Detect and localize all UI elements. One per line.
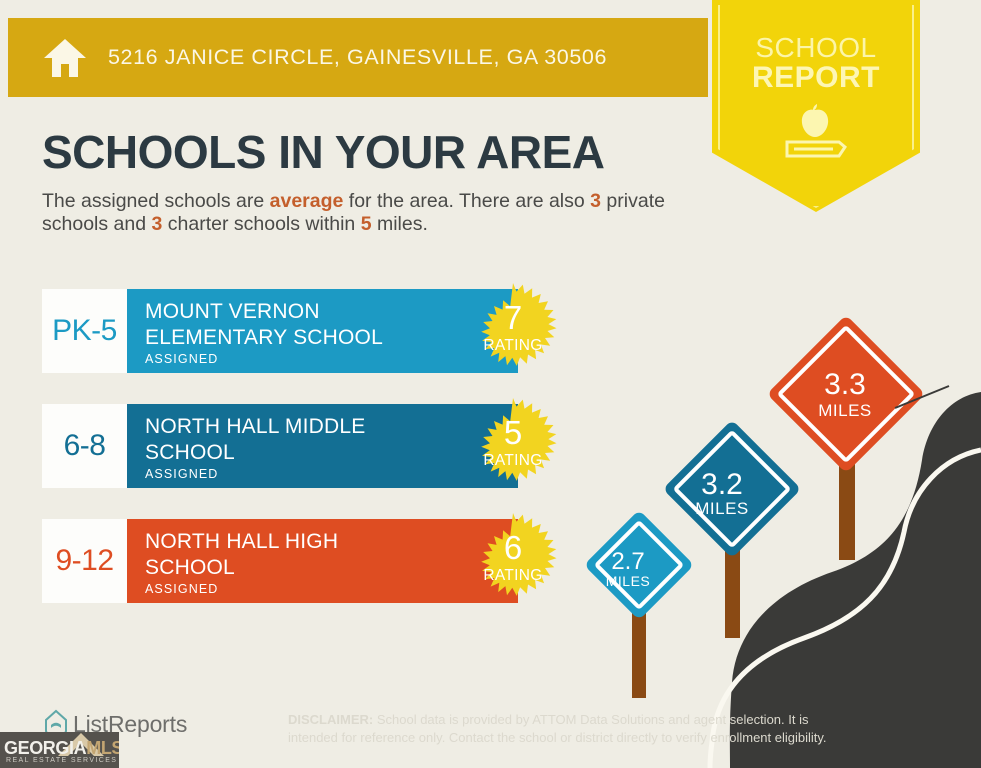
desc-highlight-radius: 5	[360, 213, 372, 235]
school-status-label: ASSIGNED	[145, 581, 219, 596]
desc-part-3: private schools and	[42, 190, 665, 235]
page-title: SCHOOLS IN YOUR AREA	[42, 126, 605, 178]
sign-distance-value: 2.7	[611, 548, 645, 575]
disclaimer-text: DISCLAIMER: School data is provided by A…	[288, 711, 848, 748]
grade-range-label: 6-8	[63, 429, 106, 462]
sign-post	[632, 600, 646, 698]
sign-distance-unit: MILES	[695, 499, 749, 518]
georgia-mls-watermark: GEORGIAMLS REAL ESTATE SERVICES	[0, 732, 119, 768]
school-name: NORTH HALL MIDDLE SCHOOL	[145, 415, 366, 464]
sign-distance-value: 3.2	[701, 468, 743, 501]
grade-range-label: PK-5	[52, 314, 117, 347]
grade-range-box: 9-12	[42, 519, 127, 603]
roof-chevron-icon	[58, 733, 104, 756]
road-illustration: 3.3 MILES 3.2 MILES 2.7 MILES	[560, 300, 981, 768]
grade-range-box: PK-5	[42, 289, 127, 373]
property-address: 5216 JANICE CIRCLE, GAINESVILLE, GA 3050…	[108, 45, 608, 69]
starburst-shape	[481, 513, 557, 596]
school-status-label: ASSIGNED	[145, 466, 219, 481]
rating-caption: RATING	[483, 337, 543, 354]
starburst-shape	[481, 283, 557, 366]
rating-value: 5	[503, 414, 523, 451]
rating-value: 7	[503, 299, 523, 336]
school-info-bar: NORTH HALL MIDDLE SCHOOL ASSIGNED	[127, 404, 518, 488]
desc-highlight-private-count: 3	[590, 190, 602, 212]
sign-distance-value: 3.3	[824, 368, 866, 401]
school-name: NORTH HALL HIGH SCHOOL	[145, 530, 339, 579]
mls-brand-main: GEORGIA	[4, 738, 87, 758]
distance-sign: 2.7 MILES	[583, 509, 698, 700]
badge-title-line2: REPORT	[751, 61, 880, 94]
desc-part-2: for the area. There are also	[343, 190, 591, 212]
home-icon	[42, 37, 88, 79]
sign-distance-unit: MILES	[818, 401, 872, 420]
sign-post	[839, 442, 855, 560]
school-info-bar: NORTH HALL HIGH SCHOOL ASSIGNED	[127, 519, 518, 603]
starburst-shape	[481, 398, 557, 481]
grade-range-box: 6-8	[42, 404, 127, 488]
apple-on-book-icon	[712, 104, 920, 164]
sign-post	[725, 532, 740, 638]
rating-starburst-badge: 5 RATING	[462, 396, 564, 498]
school-row[interactable]: PK-5 MOUNT VERNON ELEMENTARY SCHOOL ASSI…	[42, 283, 557, 373]
address-header-bar: 5216 JANICE CIRCLE, GAINESVILLE, GA 3050…	[8, 18, 708, 97]
grade-range-label: 9-12	[55, 544, 114, 577]
school-info-bar: MOUNT VERNON ELEMENTARY SCHOOL ASSIGNED	[127, 289, 518, 373]
school-row[interactable]: 6-8 NORTH HALL MIDDLE SCHOOL ASSIGNED 5 …	[42, 398, 557, 488]
rating-caption: RATING	[483, 567, 543, 584]
badge-inner-border	[718, 5, 914, 208]
desc-part-4: charter schools within	[162, 213, 361, 235]
winding-road	[707, 392, 981, 768]
desc-part-1: The assigned schools are	[42, 190, 270, 212]
rating-starburst-badge: 7 RATING	[462, 281, 564, 383]
school-name: MOUNT VERNON ELEMENTARY SCHOOL	[145, 300, 383, 349]
rating-starburst-badge: 6 RATING	[462, 511, 564, 613]
disclaimer-body: School data is provided by ATTOM Data So…	[288, 712, 827, 746]
rating-value: 6	[503, 529, 523, 566]
distance-sign: 3.2 MILES	[662, 419, 802, 638]
school-row[interactable]: 9-12 NORTH HALL HIGH SCHOOL ASSIGNED 6 R…	[42, 513, 557, 603]
mls-brand-suffix: MLS	[86, 738, 119, 758]
desc-part-5: miles.	[371, 213, 428, 235]
description-text: The assigned schools are average for the…	[42, 190, 682, 236]
desc-highlight-average: average	[269, 190, 344, 212]
sign-antenna-line	[894, 385, 950, 409]
school-status-label: ASSIGNED	[145, 351, 219, 366]
school-report-badge: SCHOOL REPORT	[712, 0, 920, 212]
desc-highlight-charter-count: 3	[151, 213, 163, 235]
badge-title-line1: SCHOOL	[755, 32, 877, 63]
sign-distance-unit: MILES	[605, 573, 651, 589]
rating-caption: RATING	[483, 452, 543, 469]
disclaimer-title: DISCLAIMER:	[288, 712, 374, 727]
mls-brand: GEORGIAMLS	[4, 738, 119, 759]
mls-tagline: REAL ESTATE SERVICES	[6, 757, 118, 764]
distance-sign: 3.3 MILES	[766, 314, 950, 560]
